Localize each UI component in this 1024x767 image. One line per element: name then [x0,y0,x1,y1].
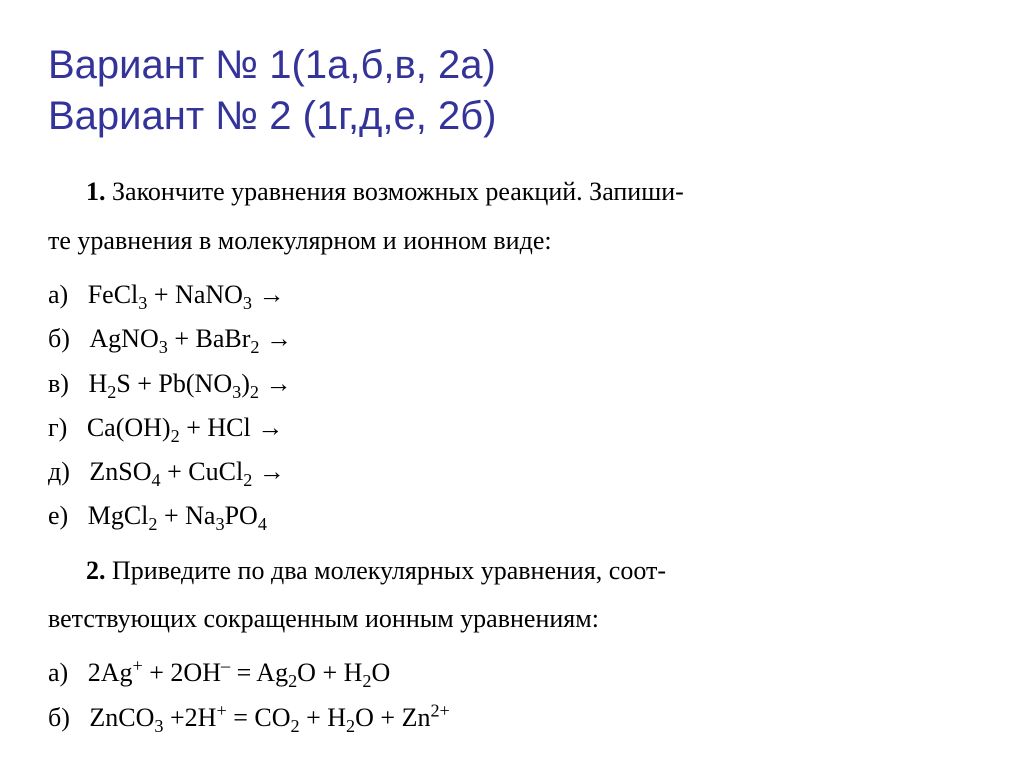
task2-intro-line2: ветствующих сокращенным ионным уравнения… [48,599,976,639]
task2-item-b: б) ZnCO3 +2H+ = CO2 + H2O + Zn2+ [48,698,976,738]
task1-g-formula: Ca(OH)2 + HCl → [87,413,283,442]
heading-line-2: Вариант № 2 (1г,д,е, 2б) [48,94,496,138]
spacer-1 [48,537,976,551]
task1-g-letter: г) [48,413,67,442]
heading-line-1: Вариант № 1(1а,б,в, 2а) [48,43,496,87]
variant-heading: Вариант № 1(1а,б,в, 2а) Вариант № 2 (1г,… [48,40,976,142]
task1-item-v: в) H2S + Pb(NO3)2 → [48,364,976,404]
task1-item-e: е) MgCl2 + Na3PO4 [48,496,976,536]
body-text: 1. Закончите уравнения возможных реакций… [48,172,976,738]
task2-b-letter: б) [48,703,70,732]
task2-a-letter: а) [48,658,68,687]
task2-intro: 2. Приведите по два молекулярных уравнен… [48,551,976,591]
task1-v-letter: в) [48,369,69,398]
task1-number: 1. [86,177,106,206]
task1-item-g: г) Ca(OH)2 + HCl → [48,408,976,448]
task1-intro-line1: Закончите уравнения возможных реакций. З… [112,177,684,206]
task2-a-formula: 2Ag+ + 2OH– = Ag2O + H2O [88,658,391,687]
task1-item-a: а) FeCl3 + NaNO3 → [48,275,976,315]
task1-e-formula: MgCl2 + Na3PO4 [88,501,267,530]
task1-v-formula: H2S + Pb(NO3)2 → [88,369,291,398]
task1-d-formula: ZnSO4 + CuCl2 → [89,457,284,486]
task1-a-letter: а) [48,280,68,309]
task1-item-b: б) AgNO3 + BaBr2 → [48,319,976,359]
task2-b-formula: ZnCO3 +2H+ = CO2 + H2O + Zn2+ [89,703,449,732]
task2-number: 2. [86,556,106,585]
task2-item-a: а) 2Ag+ + 2OH– = Ag2O + H2O [48,653,976,693]
task1-intro-line2: те уравнения в молекулярном и ионном вид… [48,221,976,261]
task1-b-formula: AgNO3 + BaBr2 → [89,324,292,353]
task1-b-letter: б) [48,324,70,353]
task1-e-letter: е) [48,501,68,530]
task1-intro: 1. Закончите уравнения возможных реакций… [48,172,976,212]
task1-a-formula: FeCl3 + NaNO3 → [88,280,285,309]
task1-item-d: д) ZnSO4 + CuCl2 → [48,452,976,492]
page: Вариант № 1(1а,б,в, 2а) Вариант № 2 (1г,… [0,0,1024,738]
task1-d-letter: д) [48,457,70,486]
task2-intro-line1: Приведите по два молекулярных уравнения,… [112,556,666,585]
